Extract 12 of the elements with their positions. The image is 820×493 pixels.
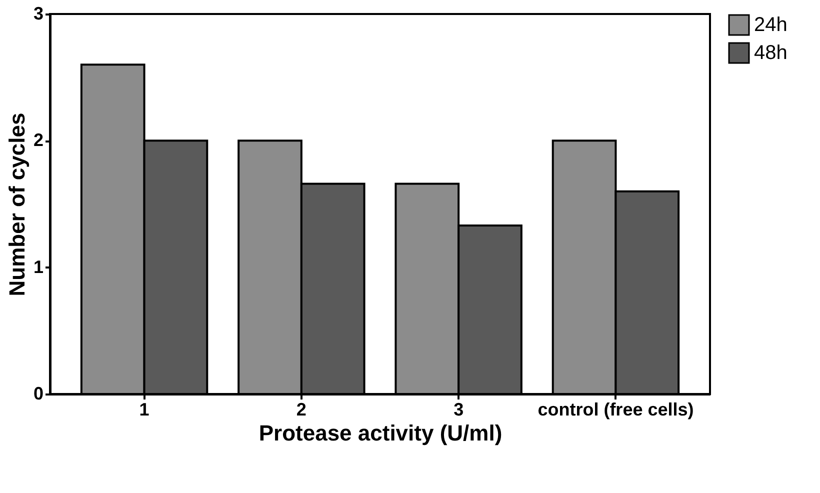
y-tick-label: 1: [33, 256, 44, 277]
x-axis-title: Protease activity (U/ml): [258, 420, 502, 446]
x-tick-label: 3: [454, 400, 464, 420]
x-tick-label: 1: [139, 400, 150, 420]
x-tick-label: control (free cells): [538, 400, 694, 420]
y-axis-title: Number of cycles: [4, 112, 30, 296]
legend-label: 48h: [754, 42, 788, 64]
x-tick-label: 2: [296, 400, 306, 420]
y-tick-label: 0: [33, 384, 44, 404]
y-tick-label: 3: [33, 4, 44, 24]
legend-label: 24h: [754, 14, 788, 36]
y-tick-label: 2: [33, 130, 44, 150]
